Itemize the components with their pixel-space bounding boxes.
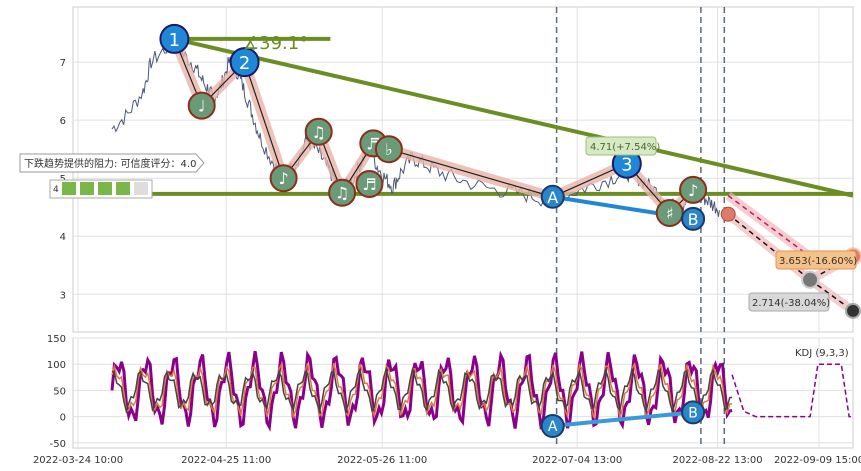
wave-marker-circle <box>229 47 260 78</box>
wave-marker-label: 1 <box>169 30 180 51</box>
wave-marker-circle <box>304 117 333 146</box>
kdj-line <box>111 366 733 415</box>
resistance-callout: 下跌趋势提供的阻力: 可信度评分：4.0 <box>19 153 205 173</box>
price-panel: 34567 1♩2♪♫♫♬♬♭A3♯B♪ ∡39.1° 下跌趋势提供的阻力: 可… <box>19 6 861 333</box>
wave-marker-circle <box>328 178 357 207</box>
resistance-rating: 4 <box>49 179 153 199</box>
wave-marker-circle <box>355 170 384 199</box>
wave-marker-circle <box>374 135 403 164</box>
wave-marker-circle <box>681 206 706 231</box>
trend-lines <box>73 36 854 198</box>
resistance-line <box>173 36 854 198</box>
kdj-ab-circle <box>681 400 706 425</box>
resistance-note: 下跌趋势提供的阻力: 可信度评分：4.0 <box>24 157 196 170</box>
y-tick-label: 3 <box>60 290 66 301</box>
kdj-y-ticks: -50 0 50 100 150 <box>47 334 66 450</box>
kdj-ab-circle <box>540 414 565 438</box>
svg-text:2.714(-38.04%): 2.714(-38.04%) <box>752 298 830 309</box>
mid-projection-label: 3.653(-16.60%) <box>775 250 857 270</box>
wave-marker-label: ♪ <box>688 181 698 200</box>
wave-marker-label: ♭ <box>385 140 393 159</box>
wave-marker-label: 2 <box>239 53 250 74</box>
vertical-markers <box>555 7 726 332</box>
kdj-ab-label: A <box>548 419 558 435</box>
wave-marker-label: ♯ <box>666 204 674 223</box>
kdj-y-tick-label: 50 <box>53 386 66 397</box>
wave-marker-circle <box>540 184 565 209</box>
wave-marker-circle <box>269 164 298 193</box>
wave-marker-circle <box>159 23 190 54</box>
y-tick-label: 7 <box>60 58 66 69</box>
wave-marker-circle <box>187 91 216 120</box>
x-tick-label: 2022-05-26 11:00 <box>337 455 427 466</box>
wave-marker-label: A <box>547 188 558 207</box>
kdj-projection <box>731 363 853 418</box>
kdj-ab-line <box>552 410 694 428</box>
x-tick-label: 2022-03-24 10:00 <box>33 455 123 466</box>
kdj-title: KDJ (9,3,3) <box>795 348 849 359</box>
wave-marker-label: 3 <box>621 155 632 176</box>
wave-marker-label: ♩ <box>198 97 206 116</box>
projection-start-dot <box>720 206 736 222</box>
x-axis-ticks: 2022-03-24 10:00 2022-04-25 11:00 2022-05-… <box>33 455 861 466</box>
kdj-line <box>111 361 733 420</box>
x-tick-label: 2022-08-22 13:00 <box>673 455 763 466</box>
kdj-y-tick-label: 100 <box>47 360 66 371</box>
lower-projection-label: 2.714(-38.04%) <box>748 292 830 312</box>
x-tick-label: 2022-04-25 11:00 <box>181 455 271 466</box>
wave-marker-label: ♫ <box>335 184 349 203</box>
y-tick-label: 4 <box>60 232 66 243</box>
projection-mid-dot <box>801 270 820 289</box>
y-tick-label: 6 <box>60 116 66 127</box>
kdj-line <box>110 350 733 432</box>
wave-marker-label: B <box>688 210 699 229</box>
kdj-series <box>110 350 853 432</box>
resistance-level: 4 <box>53 185 59 195</box>
kdj-ab-label: B <box>688 405 698 421</box>
x-tick-label: 2022-07-04 13:00 <box>532 455 622 466</box>
wave-markers: 1♩2♪♫♫ ♬♬ ♭A3♯ B♪ <box>159 23 708 231</box>
svg-text:3.653(-16.60%): 3.653(-16.60%) <box>779 256 857 267</box>
upper-projection-label: 4.71(+7.54%) <box>585 136 660 156</box>
kdj-y-tick-label: 0 <box>60 413 66 424</box>
svg-text:4.71(+7.54%): 4.71(+7.54%) <box>590 142 660 153</box>
x-tick-label: 2022-09-09 15:00 <box>774 455 861 466</box>
wave-marker-label: ♪ <box>278 169 288 188</box>
kdj-y-tick-label: 150 <box>47 334 66 345</box>
projection-low-dot <box>845 302 861 319</box>
kdj-y-tick-label: -50 <box>50 439 66 450</box>
wave-marker-circle <box>679 175 708 204</box>
wave-marker-label: ♫ <box>312 123 326 142</box>
wave-marker-label: ♬ <box>362 175 376 194</box>
kdj-ab-markers: AB <box>540 400 706 438</box>
angle-label: ∡39.1° <box>243 33 308 54</box>
